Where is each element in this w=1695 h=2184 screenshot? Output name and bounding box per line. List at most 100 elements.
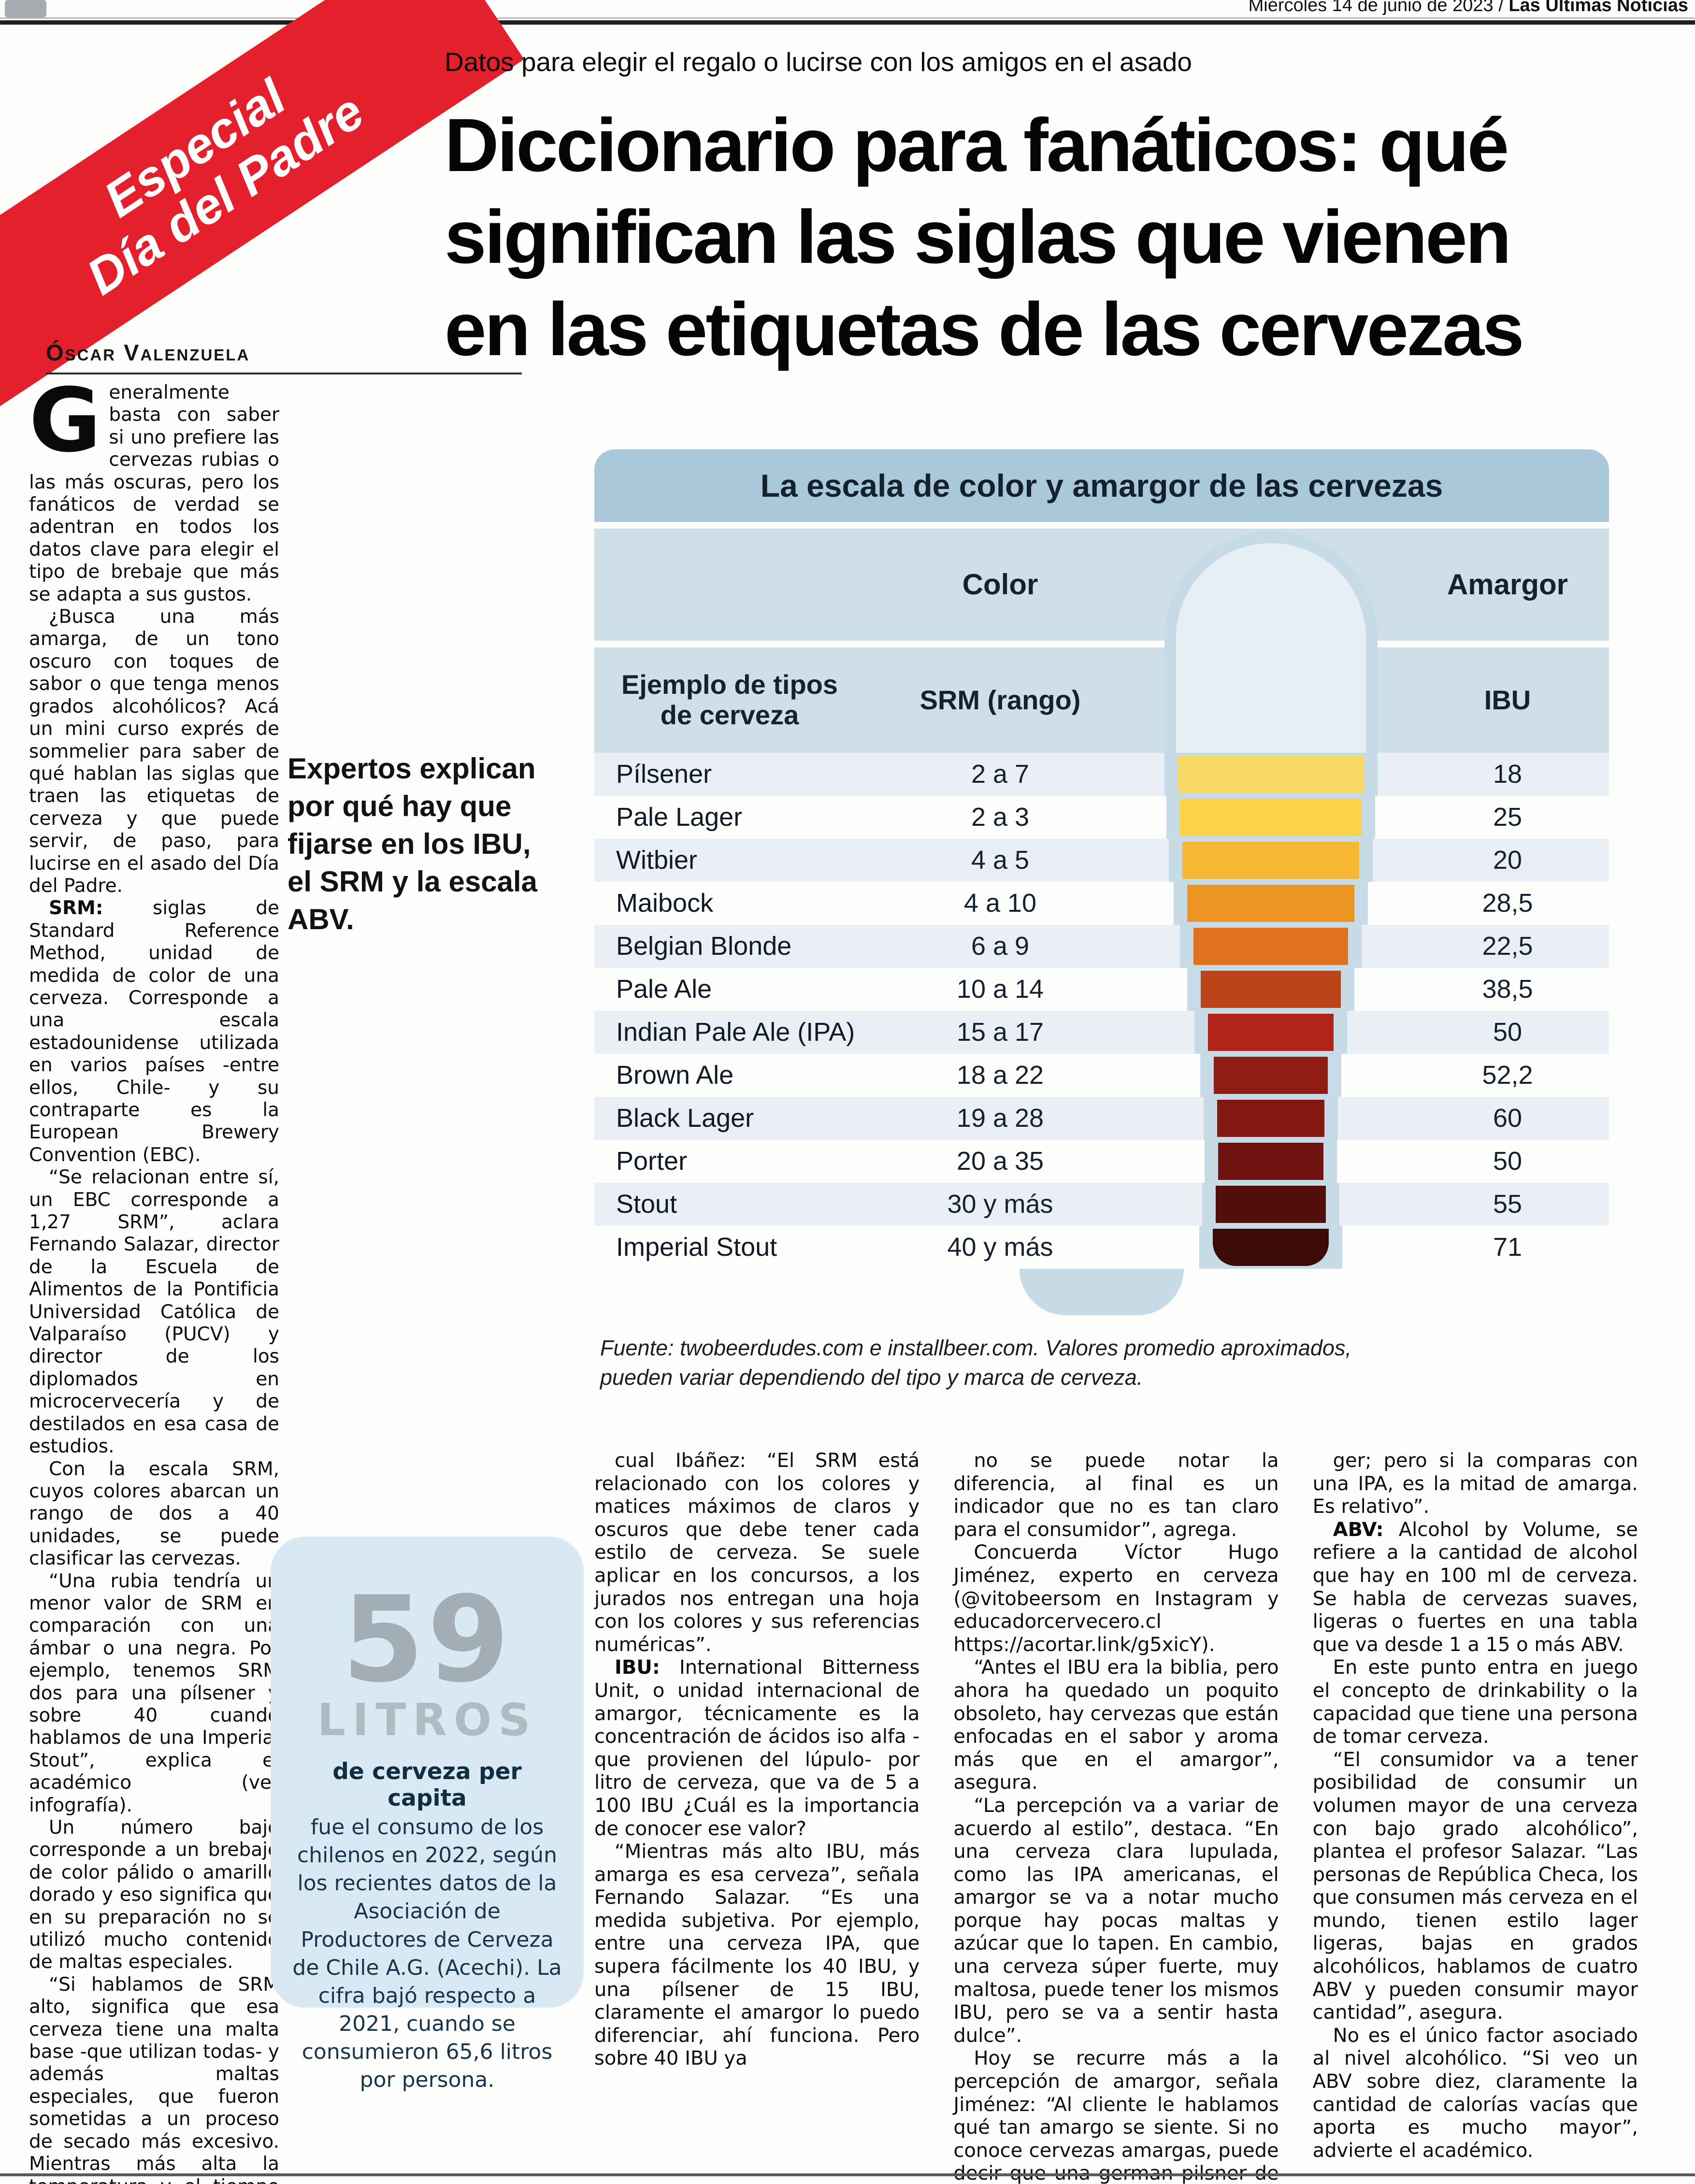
srm-cell: 19 a 28 [956, 1104, 1044, 1133]
glass-wall [1200, 1054, 1341, 1097]
article-paragraph: “La percepción va a variar de acuerdo al… [953, 1794, 1279, 2047]
beer-color-swatch [1218, 1143, 1323, 1180]
beer-color-swatch [1208, 1014, 1334, 1051]
beer-type-cell: Imperial Stout [616, 1233, 777, 1262]
glass-color-cell [1135, 1183, 1406, 1226]
consumption-stat-box: 59 LITROS de cerveza per capita fue el c… [271, 1537, 584, 2092]
pull-quote: Expertos explican por qué hay que fijars… [287, 752, 537, 935]
glass-wall [1187, 968, 1354, 1011]
beer-type-cell: Brown Ale [616, 1061, 734, 1090]
ibu-cell: 38,5 [1482, 975, 1533, 1004]
glass-base-shape [1020, 1269, 1184, 1315]
beer-type-cell: Indian Pale Ale (IPA) [616, 1018, 855, 1047]
term-lead: ABV: [1333, 1518, 1384, 1541]
infographic-source: Fuente: twobeerdudes.com e installbeer.c… [600, 1336, 1351, 1390]
ibu-cell: 50 [1493, 1018, 1523, 1047]
glass-color-cell [1135, 1226, 1406, 1269]
top-rule-light [0, 17, 1695, 19]
table-row: Stout 30 y más 55 [594, 1183, 1609, 1226]
beer-color-swatch [1193, 928, 1348, 965]
ribbon-label: Especial Día del Padre [77, 69, 374, 306]
byline: Óscar Valenzuela [46, 339, 522, 374]
column-header-srm: SRM (rango) [919, 685, 1081, 715]
table-row: Black Lager 19 a 28 60 [594, 1097, 1609, 1140]
article-paragraph: No es el único factor asociado al nivel … [1312, 2024, 1638, 2162]
beer-color-swatch [1187, 885, 1354, 922]
table-row: Belgian Blonde 6 a 9 22,5 [594, 925, 1609, 968]
article-paragraph: SRM: siglas de Standard Reference Method… [29, 897, 279, 1166]
beer-glass-icon [1164, 532, 1378, 753]
article-paragraph: ¿Busca una más amarga, de un tono oscuro… [29, 606, 279, 897]
table-row: Brown Ale 18 a 22 52,2 [594, 1054, 1609, 1097]
beer-type-cell: Belgian Blonde [616, 932, 792, 961]
beer-type-cell: Witbier [616, 846, 698, 875]
beer-color-swatch [1216, 1186, 1326, 1223]
table-row: Maibock 4 a 10 28,5 [594, 882, 1609, 925]
table-row: Porter 20 a 35 50 [594, 1140, 1609, 1183]
beer-type-cell: Stout [616, 1190, 677, 1219]
beer-color-swatch [1178, 756, 1364, 793]
glass-wall [1204, 1097, 1338, 1140]
glass-color-cell [1135, 925, 1406, 968]
ibu-cell: 60 [1493, 1104, 1523, 1133]
group-header-color: Color [962, 568, 1038, 601]
beer-color-swatch [1180, 799, 1362, 836]
ibu-cell: 55 [1493, 1190, 1523, 1219]
glass-wall [1199, 1226, 1342, 1269]
glass-wall [1202, 1183, 1339, 1226]
glass-wall [1169, 839, 1373, 882]
dateline-date: Miércoles 14 de junio de 2023 / [1248, 0, 1509, 15]
glass-wall [1194, 1011, 1347, 1054]
article-paragraph: Concuerda Víctor Hugo Jiménez, experto e… [953, 1541, 1279, 1656]
glass-color-cell [1135, 882, 1406, 925]
table-row: Imperial Stout 40 y más 71 [594, 1226, 1609, 1269]
beer-color-swatch [1214, 1057, 1328, 1094]
column-header-band: Ejemplo de tipos de cerveza SRM (rango) … [594, 647, 1609, 753]
drop-cap: G [29, 369, 101, 472]
dateline: Miércoles 14 de junio de 2023 / Las Últi… [1249, 0, 1688, 16]
beer-type-cell: Black Lager [616, 1104, 754, 1133]
ibu-cell: 50 [1493, 1147, 1523, 1176]
glass-color-cell [1135, 1140, 1406, 1183]
srm-cell: 4 a 5 [971, 846, 1030, 875]
top-rule [0, 20, 1695, 25]
term-lead: IBU: [615, 1656, 660, 1679]
srm-cell: 15 a 17 [956, 1018, 1044, 1047]
article-paragraph: “Una rubia tendría un menor valor de SRM… [29, 1570, 279, 1816]
stat-number: 59 [342, 1571, 513, 1709]
beer-table: Pílsener 2 a 7 18 Pale Lager 2 a 3 25 Witbier 4… [594, 753, 1609, 1269]
ibu-cell: 52,2 [1482, 1061, 1533, 1090]
table-row: Indian Pale Ale (IPA) 15 a 17 50 [594, 1011, 1609, 1054]
article-column: no se puede notar la diferencia, al fina… [953, 1450, 1278, 2184]
srm-cell: 10 a 14 [956, 975, 1044, 1004]
column-header-type: Ejemplo de tipos de cerveza [621, 669, 838, 730]
beer-type-cell: Pílsener [616, 760, 712, 789]
article-paragraph: no se puede notar la diferencia, al fina… [953, 1450, 1279, 1541]
article-bottom-columns: cual Ibáñez: “El SRM está relacionado co… [594, 1450, 1638, 2184]
beer-type-cell: Pale Ale [616, 975, 712, 1004]
srm-cell: 2 a 3 [971, 803, 1030, 832]
article-paragraph: IBU: International Bitterness Unit, o un… [594, 1656, 920, 1840]
srm-cell: 2 a 7 [971, 760, 1030, 789]
term-lead: SRM: [48, 897, 103, 920]
group-header-band: Color Amargor [594, 529, 1609, 641]
article-paragraph: “Se relacionan entre sí, un EBC correspo… [29, 1166, 279, 1458]
bottom-rule [0, 2173, 1695, 2176]
glass-color-cell [1135, 1097, 1406, 1140]
ibu-cell: 20 [1493, 846, 1523, 875]
article-paragraph: En este punto entra en juego el concepto… [1312, 1656, 1638, 1748]
beer-color-swatch [1213, 1229, 1329, 1266]
ibu-cell: 18 [1493, 760, 1523, 789]
infographic-title: La escala de color y amargor de las cerv… [594, 449, 1609, 522]
ibu-cell: 71 [1493, 1233, 1523, 1262]
beer-type-cell: Porter [616, 1147, 688, 1176]
glass-wall [1180, 925, 1362, 968]
glass-base [594, 1269, 1609, 1315]
stat-text: fue el consumo de los chilenos en 2022, … [292, 1815, 562, 2092]
table-row: Pale Ale 10 a 14 38,5 [594, 968, 1609, 1011]
article-column: ger; pero si la comparas con una IPA, es… [1313, 1450, 1638, 2184]
srm-cell: 20 a 35 [956, 1147, 1044, 1176]
table-row: Pílsener 2 a 7 18 [594, 753, 1609, 796]
